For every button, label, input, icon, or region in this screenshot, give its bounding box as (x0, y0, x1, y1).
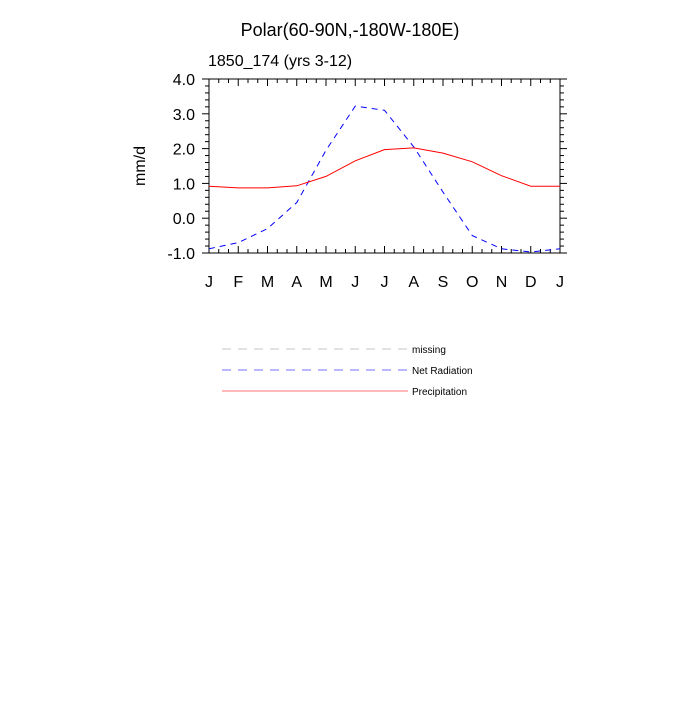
x-tick-label: J (351, 274, 359, 291)
axis-ticks: J F M A M J J A S O N D J4.03.02.01.00.0-1.0 (167, 72, 567, 291)
legend: missing Net Radiation Precipitation (222, 345, 473, 398)
series-line-precipitation (208, 147, 560, 189)
chart-subtitle: 1850_174 (yrs 3-12) (208, 53, 352, 70)
legend-label-missing: missing (412, 345, 446, 356)
y-tick-label: -1.0 (167, 246, 195, 263)
y-tick-label: 2.0 (173, 142, 195, 159)
x-tick-label: F (233, 274, 243, 291)
legend-label-net-radiation: Net Radiation (412, 366, 473, 377)
plot-frame (208, 78, 561, 254)
series-line-net-radiation (208, 105, 561, 253)
x-tick-label: J (556, 274, 564, 291)
x-tick-label: A (408, 274, 419, 291)
y-tick-label: 1.0 (173, 176, 195, 193)
x-tick-label: J (381, 274, 389, 291)
y-axis-label: mm/d (132, 146, 149, 186)
chart-title: Polar(60-90N,-180W-180E) (241, 20, 460, 40)
x-tick-label: N (496, 274, 508, 291)
x-tick-label: D (525, 274, 537, 291)
x-tick-label: A (291, 274, 302, 291)
legend-label-precipitation: Precipitation (412, 387, 467, 398)
y-tick-label: 3.0 (173, 107, 195, 124)
x-tick-label: O (466, 274, 478, 291)
x-tick-label: J (205, 274, 213, 291)
x-tick-label: S (438, 274, 449, 291)
x-tick-label: M (261, 274, 274, 291)
y-tick-label: 4.0 (173, 72, 195, 89)
series-lines (208, 105, 561, 253)
x-tick-label: M (319, 274, 332, 291)
y-tick-label: 0.0 (173, 211, 195, 228)
